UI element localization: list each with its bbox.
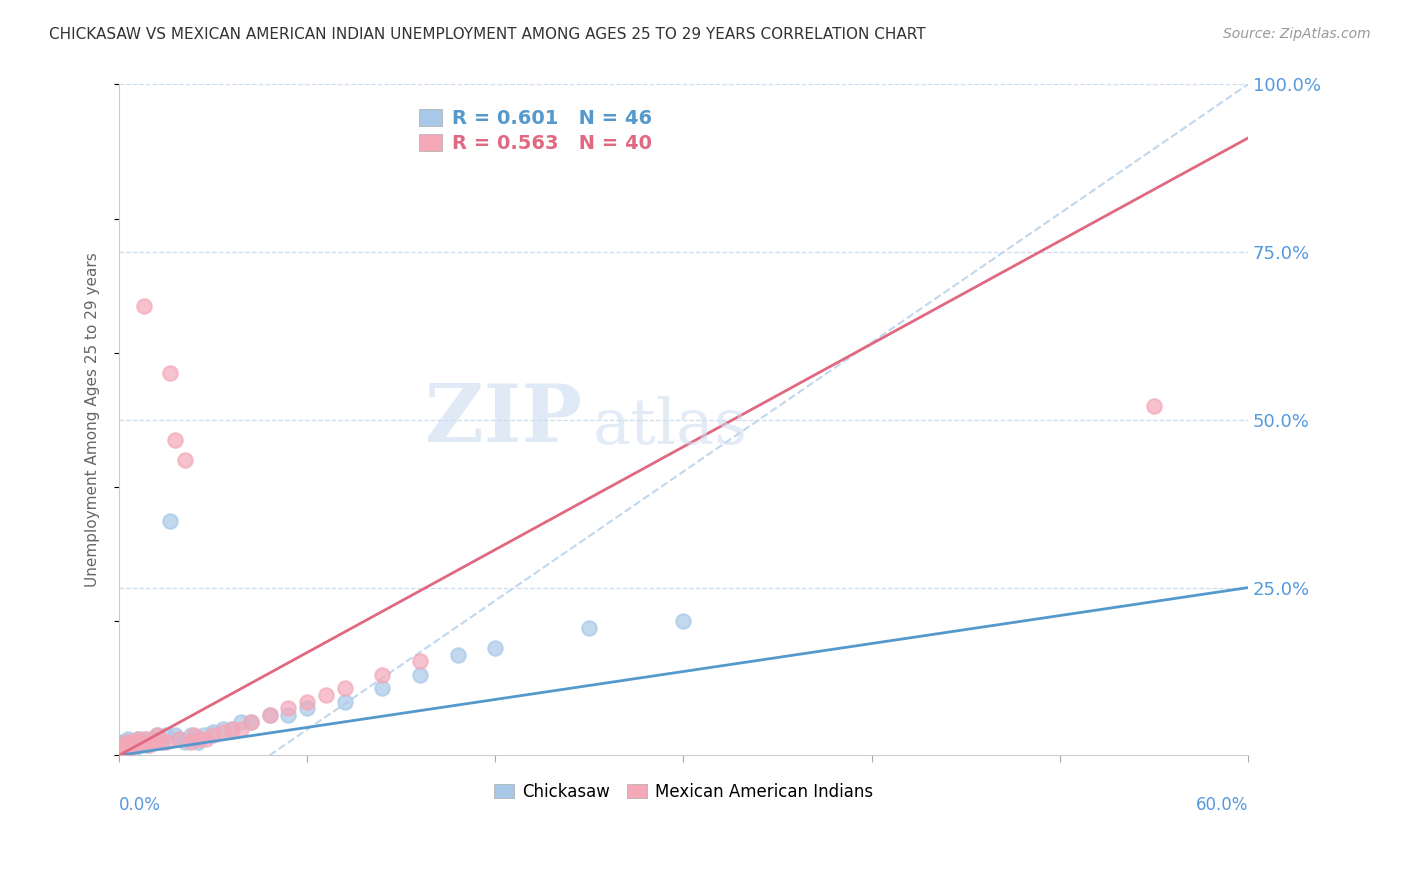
Point — [132, 731, 155, 746]
Point — [295, 701, 318, 715]
Point — [409, 655, 432, 669]
Point — [131, 735, 153, 749]
Point — [127, 731, 149, 746]
Point — [155, 735, 177, 749]
Point — [333, 681, 356, 696]
Point — [138, 735, 160, 749]
Point — [672, 614, 695, 628]
Point — [138, 739, 160, 753]
Text: CHICKASAW VS MEXICAN AMERICAN INDIAN UNEMPLOYMENT AMONG AGES 25 TO 29 YEARS CORR: CHICKASAW VS MEXICAN AMERICAN INDIAN UNE… — [49, 27, 925, 42]
Point — [194, 731, 217, 746]
Point — [120, 735, 142, 749]
Point — [125, 735, 148, 749]
Point — [211, 722, 233, 736]
Point — [333, 695, 356, 709]
Text: ZIP: ZIP — [425, 381, 582, 458]
Point — [142, 735, 165, 749]
Point — [295, 695, 318, 709]
Point — [110, 739, 132, 753]
Text: atlas: atlas — [593, 396, 748, 457]
Point — [142, 731, 165, 746]
Point — [180, 728, 202, 742]
Point — [371, 668, 394, 682]
Point — [409, 668, 432, 682]
Point — [114, 741, 136, 756]
Point — [578, 621, 600, 635]
Point — [183, 728, 205, 742]
Text: 60.0%: 60.0% — [1195, 796, 1249, 814]
Point — [110, 741, 132, 756]
Point — [371, 681, 394, 696]
Point — [202, 728, 225, 742]
Point — [148, 731, 170, 746]
Point — [259, 708, 281, 723]
Point — [149, 731, 172, 746]
Point — [159, 366, 181, 380]
Point — [159, 514, 181, 528]
Point — [114, 735, 136, 749]
Point — [125, 735, 148, 749]
Point — [167, 731, 190, 746]
Point — [187, 735, 209, 749]
Point — [121, 739, 143, 753]
Point — [447, 648, 470, 662]
Point — [1143, 400, 1166, 414]
Point — [315, 688, 337, 702]
Point — [165, 433, 187, 447]
Point — [117, 731, 139, 746]
Point — [155, 728, 177, 742]
Point — [277, 708, 299, 723]
Point — [128, 739, 150, 753]
Text: Source: ZipAtlas.com: Source: ZipAtlas.com — [1223, 27, 1371, 41]
Y-axis label: Unemployment Among Ages 25 to 29 years: Unemployment Among Ages 25 to 29 years — [86, 252, 100, 587]
Point — [174, 735, 197, 749]
Text: 0.0%: 0.0% — [120, 796, 160, 814]
Point — [122, 741, 145, 756]
Point — [239, 714, 262, 729]
Legend: Chickasaw, Mexican American Indians: Chickasaw, Mexican American Indians — [486, 776, 880, 807]
Point — [145, 728, 167, 742]
Point — [114, 739, 136, 753]
Point — [132, 299, 155, 313]
Point — [115, 735, 138, 749]
Point — [231, 722, 253, 736]
Point — [259, 708, 281, 723]
Point — [188, 731, 211, 746]
Point — [221, 722, 243, 736]
Point — [136, 739, 159, 753]
Point — [131, 735, 153, 749]
Point — [122, 739, 145, 753]
Point — [202, 724, 225, 739]
Point — [180, 735, 202, 749]
Point — [174, 453, 197, 467]
Point — [120, 741, 142, 756]
Point — [115, 739, 138, 753]
Point — [221, 722, 243, 736]
Point — [108, 735, 131, 749]
Point — [111, 739, 134, 753]
Point — [108, 741, 131, 756]
Point — [150, 735, 173, 749]
Point — [231, 714, 253, 729]
Point — [117, 741, 139, 756]
Point — [211, 724, 233, 739]
Point — [117, 739, 139, 753]
Point — [145, 728, 167, 742]
Point — [167, 731, 190, 746]
Point — [111, 741, 134, 756]
Point — [484, 640, 506, 655]
Point — [165, 728, 187, 742]
Point — [183, 731, 205, 746]
Point — [193, 728, 215, 742]
Point — [127, 731, 149, 746]
Point — [136, 731, 159, 746]
Point — [277, 701, 299, 715]
Point — [121, 735, 143, 749]
Point — [239, 714, 262, 729]
